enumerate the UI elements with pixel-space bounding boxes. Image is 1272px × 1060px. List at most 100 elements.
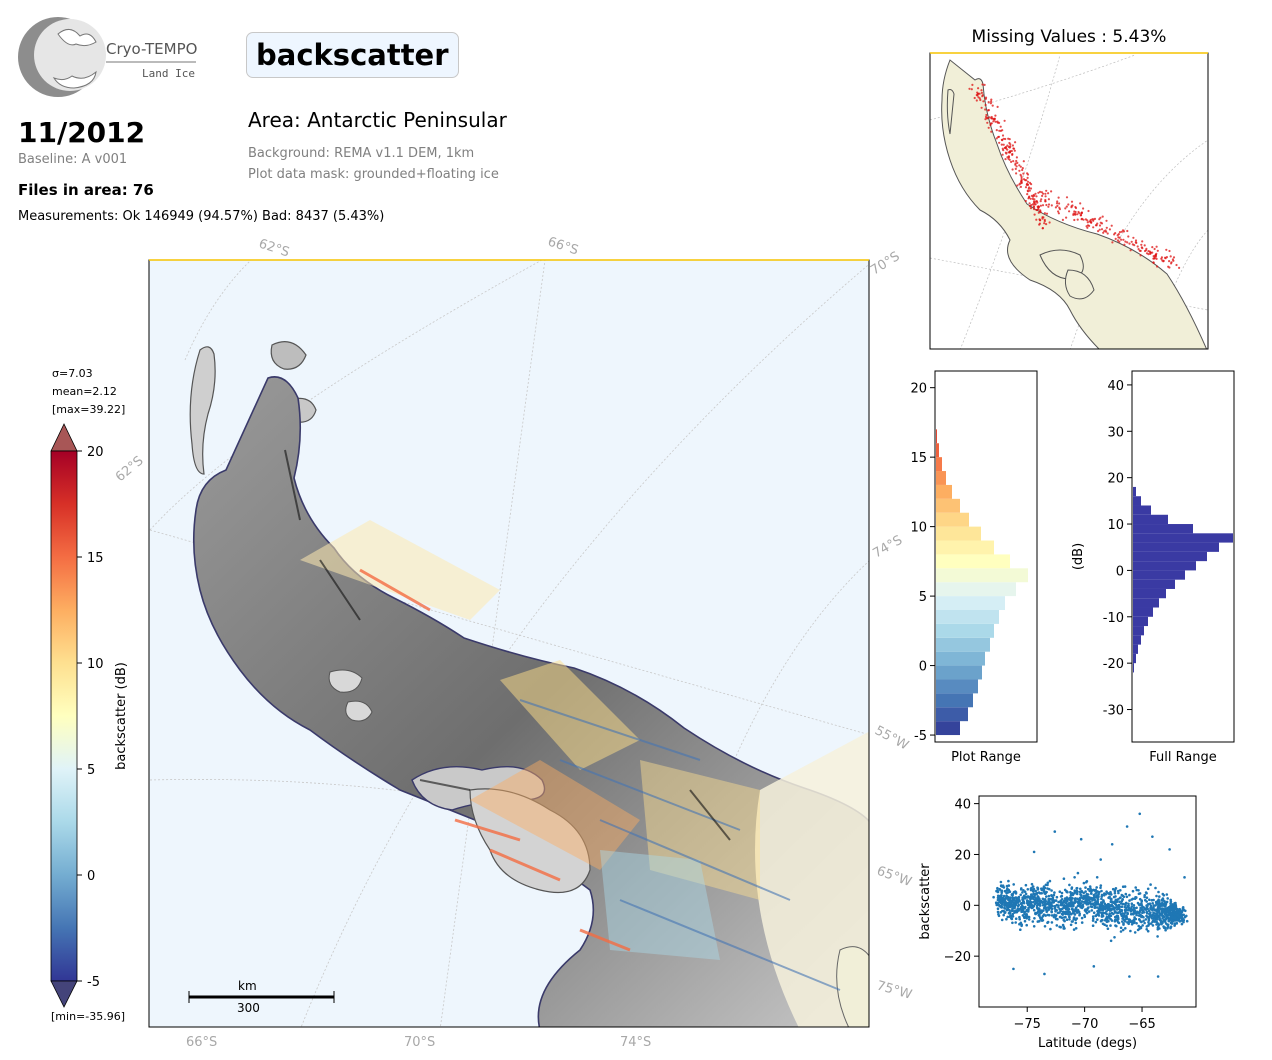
histogram-bar [936,623,994,638]
missing-value-point [998,129,1001,132]
missing-value-point [1011,153,1014,156]
scatter-point [1164,928,1167,932]
scatter-point [1008,912,1012,915]
scatter-point [1078,912,1081,916]
missing-value-point [1074,212,1077,215]
scatter-point [1098,911,1101,914]
scatter-point [1021,891,1024,894]
scatter-point [1148,913,1151,916]
scatter-point [1043,886,1047,890]
missing-value-point [1039,204,1042,207]
histogram-bar [1133,551,1207,562]
missing-value-point [1001,153,1004,156]
scatter-point [1161,914,1165,918]
scatter-point [1043,903,1047,906]
histogram-bar [1133,579,1175,589]
histogram-tick-label: 40 [1107,379,1124,394]
missing-value-point [1016,161,1019,164]
scatter-point [996,886,999,890]
scatter-point [1166,927,1169,930]
scatter-point [1073,892,1076,895]
scatter-point [1018,907,1021,911]
histogram-bar [936,679,978,694]
scatter-point [1018,922,1021,926]
scatter-point [1179,919,1182,923]
histogram-frame [934,370,1038,743]
missing-value-point [1047,205,1050,208]
scatter-point [1164,905,1167,908]
missing-value-point [1057,212,1060,215]
scatter-point [1114,903,1118,907]
missing-value-point [1029,187,1033,190]
scatter-point [1090,892,1093,895]
missing-value-point [1127,235,1130,238]
histogram-bar [936,596,1005,610]
histogram-bar [1133,653,1136,664]
scatter-point [1156,908,1160,911]
scatter-point [1140,914,1144,918]
scatter-point [1134,886,1137,889]
missing-value-point [990,115,993,119]
scatter-point [1091,898,1094,901]
missing-value-point [1018,169,1021,172]
missing-value-point [1126,229,1129,233]
histogram-tick-label: -5 [914,729,927,744]
scatter-point [1038,904,1042,907]
scatter-point [1099,886,1102,890]
scatter-point [1023,916,1026,920]
missing-value-point [1114,237,1117,240]
missing-value-point [1011,168,1014,171]
histogram-bar [936,721,960,736]
missing-value-point [1135,241,1138,244]
missing-value-point [1030,183,1033,186]
scatter-point [1109,924,1112,927]
scatter-point [995,903,998,907]
scatter-point [1042,890,1046,893]
missing-value-point [1011,144,1015,147]
missing-value-point [1153,255,1156,258]
scatter-point [1149,922,1153,925]
missing-value-point [987,101,990,104]
scatter-point [1096,890,1099,893]
scatter-point [1174,901,1177,905]
scatter-point [1112,912,1115,916]
scatter-point [1006,904,1010,908]
scatter-point [1106,904,1109,907]
missing-value-point [1035,200,1039,203]
scatter-point [1088,897,1092,901]
parameter-title: backscatter [246,32,459,78]
scatter-point [1077,910,1081,914]
missing-value-point [1153,247,1156,251]
missing-value-point [1148,250,1151,253]
scatter-point [1132,904,1136,907]
colorbar-stat-max: [max=39.22] [52,403,125,416]
missing-value-point [1010,160,1013,163]
missing-value-point [1029,197,1032,200]
scatter-point [1169,898,1172,902]
colorbar-stat-mean: mean=2.12 [52,385,117,398]
scatter-point [1125,895,1129,899]
scatter-point [1105,890,1108,893]
scatter-point [1138,910,1142,914]
histogram-bar [936,526,981,541]
missing-value-point [1073,218,1076,222]
scatter-point [1151,924,1155,927]
missing-value-point [1178,266,1181,269]
scatter-point [1058,915,1062,919]
scatter-point [1133,906,1136,910]
missing-value-point [1037,191,1040,194]
scatter-point [1000,899,1003,902]
histogram-bar [1133,616,1148,627]
scatter-point [1100,897,1103,901]
colorbar-min-extend [50,980,78,1008]
missing-value-point [1172,256,1176,259]
scatter-point [999,880,1003,884]
scatter-point [1025,915,1028,918]
missing-value-point [994,114,997,117]
histogram-bar [936,582,1016,597]
scatter-point [1003,903,1006,907]
grid-label: 62°S [113,453,147,485]
histogram-bar [936,568,1028,583]
missing-value-point [1047,203,1051,206]
